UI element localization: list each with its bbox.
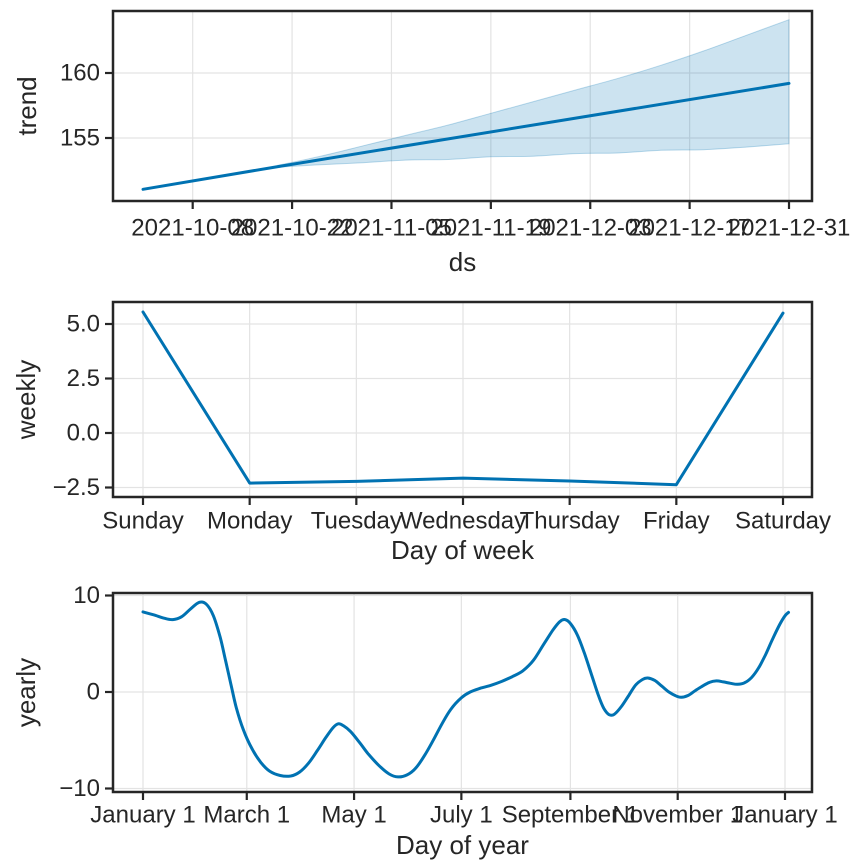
yearly-plot: January 1 March 1 May 1 July 1 September 1No… (11, 582, 838, 860)
x-tick-label: 2021-11-19 (430, 215, 551, 242)
y-tick-label: 10 (73, 582, 100, 609)
x-tick-label: 2021-12-31 (728, 215, 851, 242)
x-tick-label: 2021-10-08 (131, 215, 254, 242)
x-tick-label: May 1 (321, 802, 386, 829)
x-tick-label: September 1 (502, 802, 639, 829)
x-tick-label: Saturday (735, 508, 831, 535)
x-tick-label: Friday (643, 508, 710, 535)
y-tick-label: 0 (87, 679, 100, 706)
y-axis-label: trend (12, 76, 42, 135)
x-tick-label: March 1 (203, 802, 290, 829)
y-tick-label: 160 (60, 60, 100, 87)
x-tick-label: Thursday (520, 508, 620, 535)
x-tick-label: November 1 (612, 802, 743, 829)
x-tick-label: 2021-12-03 (529, 215, 652, 242)
x-tick-label: Monday (207, 508, 292, 535)
y-tick-label: 5.0 (67, 311, 100, 338)
weekly-line (141, 310, 785, 487)
x-tick-label: January 1 (732, 802, 837, 829)
x-tick-label: 2021-12-17 (628, 215, 751, 242)
trend-plot: 2021-10-082021-10-222021-11-052021-11-19… (12, 9, 851, 277)
yearly-line (141, 600, 790, 779)
y-tick-label: 0.0 (67, 420, 100, 447)
x-tick-label: 2021-11-05 (331, 215, 452, 242)
x-tick-label: Tuesday (311, 508, 402, 535)
x-tick-label: Wednesday (400, 508, 526, 535)
x-axis-label: ds (449, 247, 476, 277)
y-tick-label: 2.5 (67, 365, 100, 392)
y-tick-label: −2.5 (53, 474, 100, 501)
x-tick-label: Sunday (102, 508, 183, 535)
y-tick-label: 155 (60, 125, 100, 152)
uncertainty-band (277, 18, 790, 168)
y-axis-label: yearly (11, 658, 41, 727)
trend-line (141, 81, 791, 191)
x-axis-label: Day of year (396, 830, 529, 860)
y-axis-label: weekly (11, 360, 41, 440)
x-tick-label: 2021-10-22 (231, 215, 354, 242)
x-axis-label: Day of week (391, 535, 535, 565)
x-tick-label: July 1 (430, 802, 493, 829)
x-tick-label: January 1 (90, 802, 195, 829)
y-tick-label: −10 (59, 775, 100, 802)
axes-spine (111, 9, 814, 203)
